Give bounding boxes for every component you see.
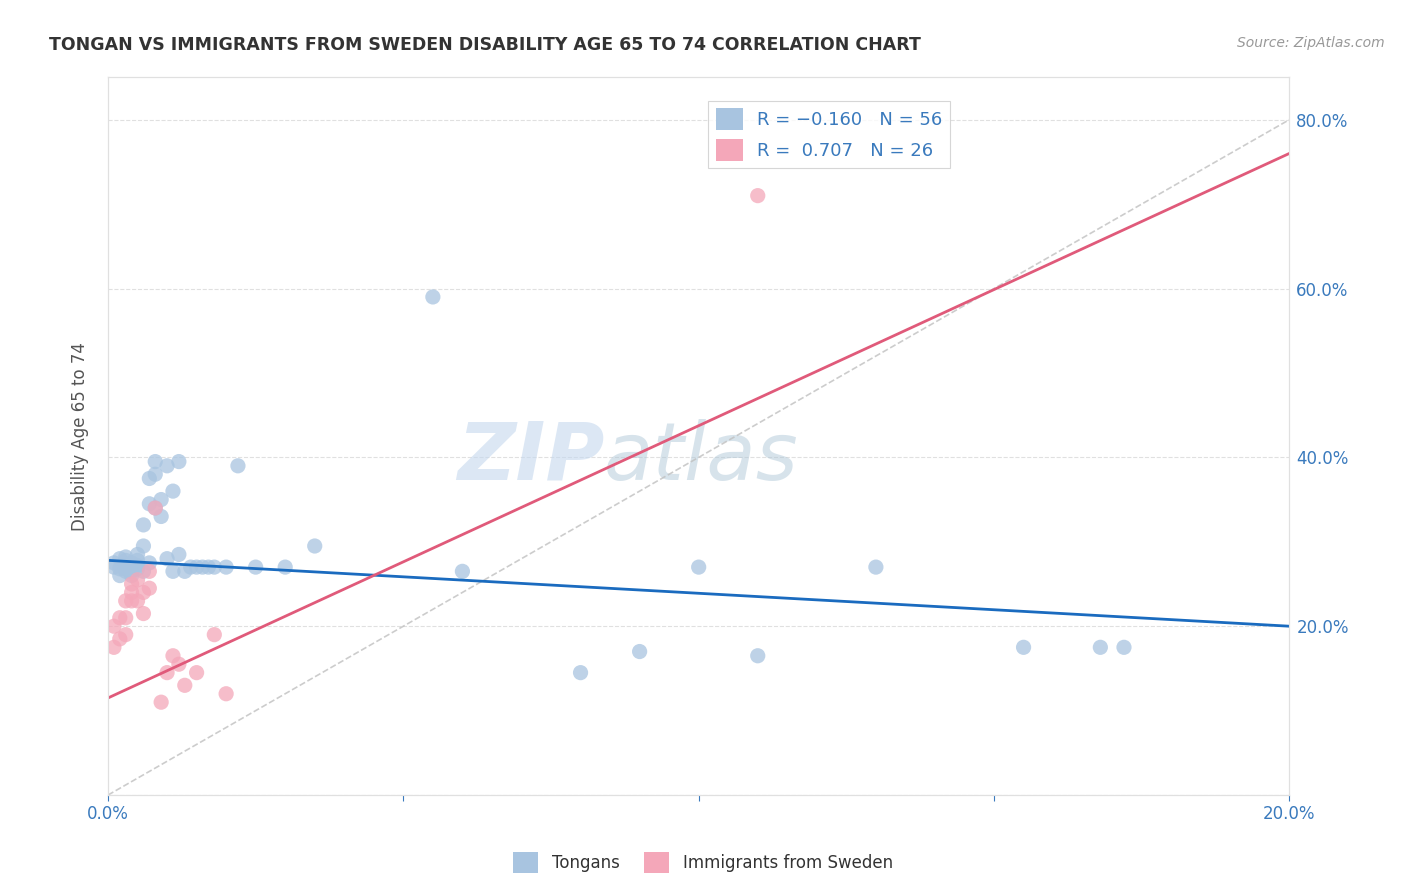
Point [245, 560, 267, 574]
Legend: R = −0.160   N = 56, R =  0.707   N = 26: R = −0.160 N = 56, R = 0.707 N = 26 [709, 101, 949, 169]
Point [215, 687, 238, 701]
Point [167, 657, 190, 672]
Point [121, 585, 143, 599]
Point [121, 568, 143, 582]
Point [114, 594, 136, 608]
Point [186, 665, 208, 680]
Point [114, 627, 136, 641]
Point [162, 565, 184, 579]
Point [628, 644, 651, 658]
Point [114, 549, 136, 564]
Point [167, 454, 190, 468]
Point [138, 471, 160, 485]
Point [143, 467, 166, 482]
Point [173, 678, 195, 692]
Point [150, 695, 173, 709]
Point [108, 611, 131, 625]
Point [1090, 640, 1112, 655]
Point [108, 568, 131, 582]
Point [451, 565, 474, 579]
Point [132, 565, 155, 579]
Point [226, 458, 249, 473]
Point [191, 560, 214, 574]
Point [167, 548, 190, 562]
Point [422, 290, 444, 304]
Point [132, 585, 155, 599]
Point [103, 640, 125, 655]
Point [114, 562, 136, 576]
Point [156, 458, 179, 473]
Point [127, 573, 149, 587]
Point [180, 560, 202, 574]
Point [103, 560, 125, 574]
Point [127, 553, 149, 567]
Point [127, 558, 149, 573]
Point [121, 565, 143, 579]
Point [138, 497, 160, 511]
Point [121, 594, 143, 608]
Point [156, 665, 179, 680]
Point [747, 188, 769, 202]
Point [569, 665, 592, 680]
Point [197, 560, 219, 574]
Point [202, 627, 225, 641]
Point [132, 607, 155, 621]
Point [162, 648, 184, 663]
Point [138, 556, 160, 570]
Point [132, 517, 155, 532]
Point [162, 484, 184, 499]
Y-axis label: Disability Age 65 to 74: Disability Age 65 to 74 [72, 342, 89, 531]
Point [1112, 640, 1135, 655]
Point [121, 556, 143, 570]
Text: Source: ZipAtlas.com: Source: ZipAtlas.com [1237, 36, 1385, 50]
Text: ZIP: ZIP [457, 418, 605, 497]
Point [173, 565, 195, 579]
Point [1012, 640, 1035, 655]
Point [865, 560, 887, 574]
Point [138, 581, 160, 595]
Point [143, 501, 166, 516]
Point [138, 565, 160, 579]
Point [108, 562, 131, 576]
Point [688, 560, 710, 574]
Point [127, 594, 149, 608]
Point [215, 560, 238, 574]
Point [156, 551, 179, 566]
Text: atlas: atlas [605, 418, 799, 497]
Legend: Tongans, Immigrants from Sweden: Tongans, Immigrants from Sweden [506, 846, 900, 880]
Point [150, 509, 173, 524]
Point [747, 648, 769, 663]
Point [132, 539, 155, 553]
Point [274, 560, 297, 574]
Point [103, 619, 125, 633]
Point [121, 560, 143, 574]
Point [186, 560, 208, 574]
Point [127, 562, 149, 576]
Point [103, 556, 125, 570]
Point [114, 565, 136, 579]
Point [143, 454, 166, 468]
Point [114, 611, 136, 625]
Point [108, 551, 131, 566]
Point [143, 501, 166, 516]
Text: TONGAN VS IMMIGRANTS FROM SWEDEN DISABILITY AGE 65 TO 74 CORRELATION CHART: TONGAN VS IMMIGRANTS FROM SWEDEN DISABIL… [49, 36, 921, 54]
Point [121, 577, 143, 591]
Point [114, 553, 136, 567]
Point [127, 548, 149, 562]
Point [202, 560, 225, 574]
Point [304, 539, 326, 553]
Point [114, 558, 136, 573]
Point [108, 632, 131, 646]
Point [150, 492, 173, 507]
